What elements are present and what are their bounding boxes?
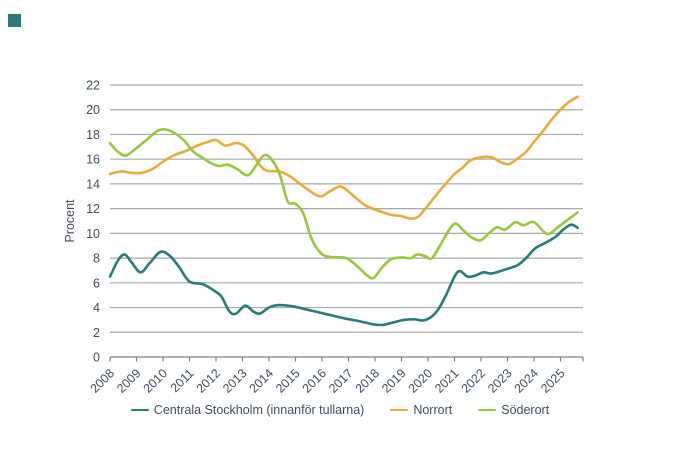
x-tick-label: 2019 [379,366,409,396]
x-tick-label: 2010 [141,366,171,396]
y-tick-label: 14 [86,177,100,191]
y-tick-labels: 0 2 4 6 8 10 12 14 16 18 20 22 [86,79,100,365]
x-tick-label: 2016 [300,366,330,396]
y-tick-label: 22 [86,79,100,93]
legend-item-centrala-stockholm: Centrala Stockholm (innanför tullarna) [130,403,365,417]
y-tick-label: 18 [86,128,100,142]
y-axis-title: Procent [63,199,77,243]
y-tick-label: 20 [86,103,100,117]
legend-swatch-soderort [478,408,497,412]
y-tick-label: 10 [86,227,100,241]
y-gridlines [110,84,583,333]
x-tick-label: 2025 [538,366,568,396]
x-tick-label: 2012 [194,366,224,396]
series-line-centrala-stockholm [108,223,579,327]
y-tick-label: 4 [93,301,100,315]
legend-item-norrort: Norrort [390,403,452,417]
corner-logo-square [8,14,21,27]
x-tick-label: 2009 [114,366,144,396]
x-tick-label: 2014 [247,366,277,396]
legend-item-soderort: Söderort [478,403,549,417]
series-line-soderort [108,127,579,280]
y-tick-label: 16 [86,153,100,167]
x-tick-label: 2022 [459,366,489,396]
legend-label-centrala-stockholm: Centrala Stockholm (innanför tullarna) [153,403,365,417]
chart-legend: Centrala Stockholm (innanför tullarna) No… [0,403,680,417]
y-tick-label: 2 [93,326,100,340]
x-tick-label: 2011 [168,366,197,395]
x-tick-label: 2017 [326,366,356,396]
x-tick-label: 2023 [485,366,515,396]
legend-label-norrort: Norrort [413,403,453,417]
x-tick-label: 2024 [512,366,542,396]
x-tick-label: 2013 [220,366,250,396]
x-tick-label: 2018 [353,366,383,396]
x-axis [109,356,584,362]
x-tick-label: 2015 [273,366,303,396]
y-tick-label: 6 [93,276,100,290]
y-tick-label: 0 [93,351,100,365]
x-tick-labels: 2008200920102011201220132014201520162017… [88,366,568,396]
x-tick-label: 2020 [406,366,436,396]
x-tick-label: 2021 [432,366,462,396]
legend-swatch-norrort [390,408,409,412]
legend-swatch-centrala-stockholm [130,408,149,412]
legend-label-soderort: Söderort [501,403,550,417]
y-tick-label: 8 [93,252,100,266]
x-tick-label: 2008 [88,366,118,396]
y-tick-label: 12 [86,202,100,216]
series-line-norrort [108,95,579,220]
